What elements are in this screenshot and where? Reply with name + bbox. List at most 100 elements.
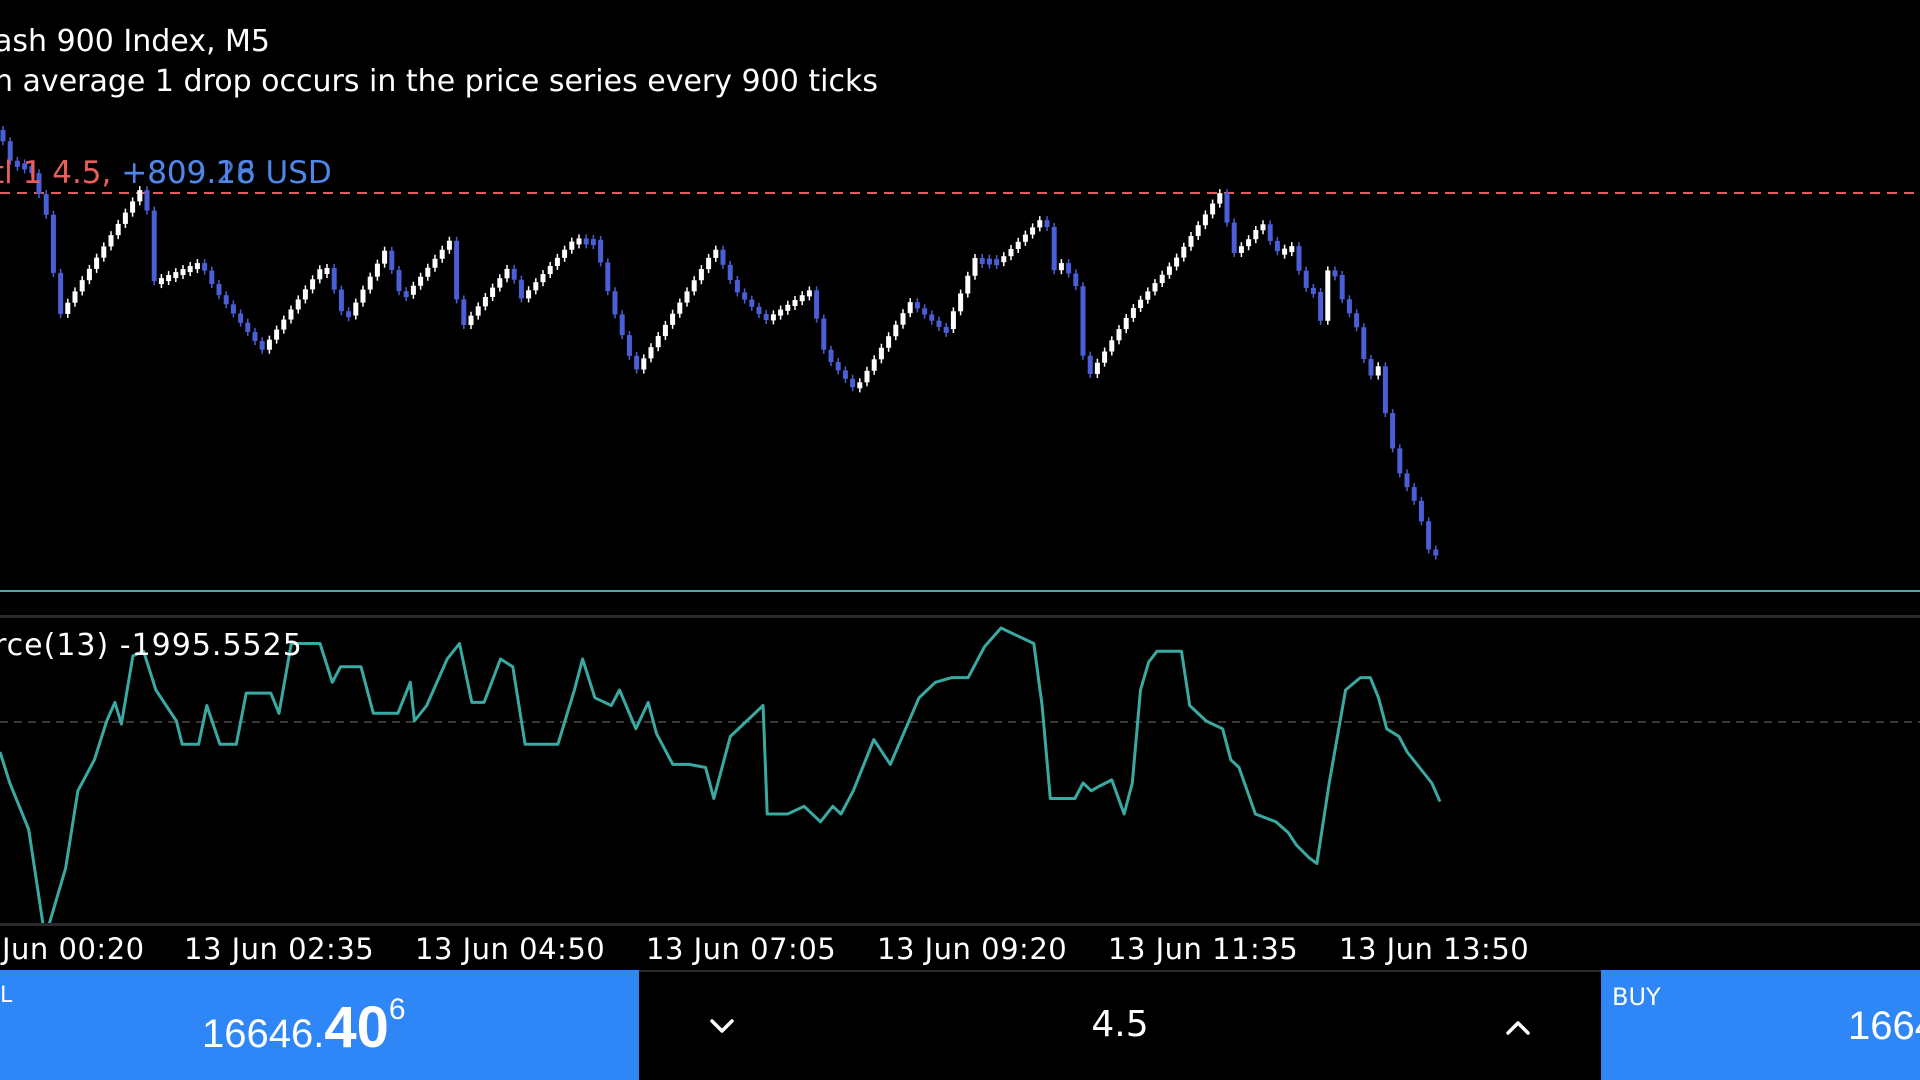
- candle-body: [1325, 270, 1331, 321]
- candle-body: [648, 347, 654, 359]
- candle-body: [590, 239, 596, 246]
- chevron-down-icon: [710, 1019, 734, 1033]
- candle-body: [1260, 224, 1266, 231]
- candle-body: [1174, 257, 1180, 267]
- candle-body: [1051, 227, 1057, 271]
- volume-decrease-button[interactable]: [700, 1005, 744, 1049]
- candle-body: [482, 296, 488, 307]
- candle-body: [1022, 234, 1028, 242]
- candle-body: [1418, 500, 1424, 522]
- candle-body: [295, 299, 301, 310]
- candle-body: [626, 335, 632, 356]
- candle-body: [1354, 313, 1360, 328]
- candle-body: [763, 314, 769, 320]
- candle-body: [259, 341, 265, 350]
- position-profit-b: +809.26: [121, 155, 256, 191]
- candle-body: [1238, 246, 1244, 253]
- candle-body: [1159, 274, 1165, 284]
- candle-body: [14, 160, 20, 167]
- candle-body: [108, 235, 114, 247]
- candle-body: [662, 324, 668, 337]
- trading-panel-border: [639, 970, 1601, 972]
- candle-body: [29, 166, 35, 174]
- candle-body: [850, 378, 856, 388]
- candle-body: [1224, 193, 1230, 223]
- candle-body: [43, 194, 49, 215]
- candle-body: [799, 295, 805, 302]
- candle-body: [504, 268, 510, 279]
- candle-body: [1116, 329, 1122, 341]
- candle-body: [266, 339, 272, 350]
- candle-body: [1066, 263, 1072, 274]
- candle-body: [1318, 292, 1324, 321]
- buy-label: BUY: [1612, 983, 1661, 1011]
- candle-body: [65, 302, 71, 314]
- candle-body: [1404, 473, 1410, 488]
- candle-body: [245, 322, 251, 332]
- candle-body: [1123, 317, 1129, 330]
- volume-input[interactable]: 4.5: [1091, 1004, 1149, 1045]
- candle-body: [346, 311, 352, 318]
- position-profit: +809.18 +809.26: [121, 155, 265, 191]
- candle-body: [238, 313, 244, 323]
- price-chart[interactable]: [0, 0, 1920, 615]
- candle-body: [958, 293, 964, 312]
- candle-body: [360, 289, 366, 303]
- candle-body: [490, 287, 496, 297]
- candle-body: [936, 320, 942, 327]
- candle-body: [497, 278, 503, 288]
- candle-body: [274, 329, 280, 340]
- sell-price-pips: 40: [324, 995, 389, 1060]
- position-label[interactable]: tl 1 4.5, +809.18+809.26 USD: [0, 155, 332, 191]
- candle-body: [1375, 366, 1381, 376]
- candle-body: [86, 268, 92, 281]
- candle-body: [432, 258, 438, 268]
- candle-body: [461, 299, 467, 326]
- candle-body: [58, 272, 64, 314]
- chart-description: n average 1 drop occurs in the price ser…: [0, 64, 878, 99]
- candle-body: [230, 304, 236, 314]
- candle-body: [900, 313, 906, 325]
- time-tick: Jun 00:20: [2, 932, 145, 966]
- candle-body: [583, 238, 589, 245]
- candle-body: [367, 276, 373, 290]
- candle-body: [1390, 413, 1396, 449]
- candle-body: [418, 276, 424, 286]
- candle-body: [1426, 521, 1432, 550]
- candle-body: [1102, 351, 1108, 363]
- position-volume: 4.5,: [52, 155, 112, 191]
- sell-price-fraction: 6: [388, 993, 406, 1026]
- candle-body: [1361, 327, 1367, 359]
- sell-button[interactable]: [0, 970, 639, 1080]
- position-profit-a: +809.18: [121, 155, 256, 191]
- indicator-canvas: [0, 626, 1920, 940]
- sell-price-main: 16646.: [202, 1012, 325, 1056]
- candle-body: [605, 262, 611, 292]
- panel-divider[interactable]: [0, 615, 1920, 618]
- candle-body: [684, 291, 690, 303]
- candle-body: [144, 190, 150, 211]
- candle-body: [115, 223, 121, 236]
- candle-body: [216, 284, 222, 296]
- candle-body: [281, 319, 287, 330]
- candle-body: [619, 314, 625, 336]
- buy-button[interactable]: [1601, 970, 1920, 1080]
- volume-increase-button[interactable]: [1496, 1005, 1540, 1049]
- sell-price: 16646.406: [202, 993, 406, 1061]
- candle-body: [468, 315, 474, 326]
- candle-body: [756, 306, 762, 314]
- indicator-window[interactable]: [0, 618, 1920, 940]
- candle-body: [569, 241, 575, 250]
- candle-body: [475, 306, 481, 316]
- candle-body: [410, 285, 416, 295]
- candle-body: [151, 210, 157, 282]
- candle-body: [994, 259, 1000, 266]
- candle-body: [22, 163, 28, 170]
- candle-body: [0, 130, 6, 142]
- candle-body: [1368, 359, 1374, 376]
- candle-body: [1397, 448, 1403, 474]
- candle-body: [382, 250, 388, 264]
- time-tick: 13 Jun 13:50: [1339, 932, 1530, 966]
- time-tick: 13 Jun 07:05: [646, 932, 837, 966]
- candle-body: [670, 313, 676, 325]
